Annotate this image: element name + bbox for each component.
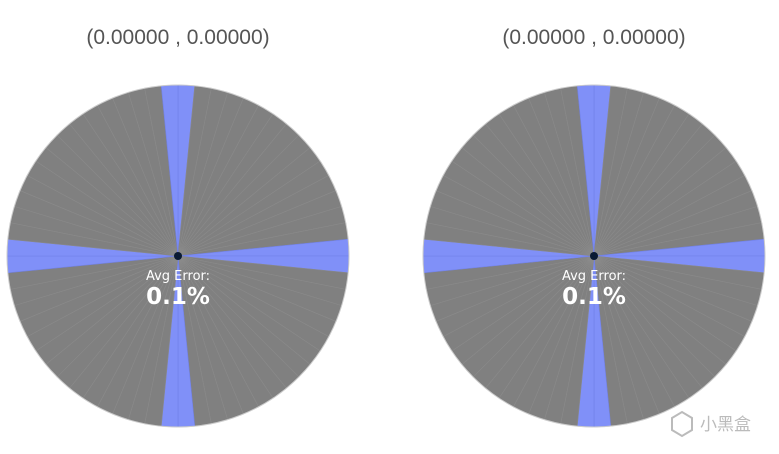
panel: (0.00000 , 0.00000) Avg Error: 0.1% [6,26,350,428]
center-dot [590,252,598,260]
wheel [6,84,350,428]
error-value: 0.1% [562,284,626,310]
watermark: 小黑盒 [671,410,751,438]
wheel [422,84,766,428]
outline [6,84,350,428]
coordinates: (0.00000 , 0.00000) [502,26,685,49]
watermark-text: 小黑盒 [700,415,751,435]
outline [422,84,766,428]
panel: (0.00000 , 0.00000) Avg Error: 0.1% [422,26,766,428]
coordinates: (0.00000 , 0.00000) [86,26,269,49]
error-label: Avg Error: [562,269,626,284]
error-label: Avg Error: [146,269,210,284]
center-dot [174,252,182,260]
error-value: 0.1% [146,284,210,310]
